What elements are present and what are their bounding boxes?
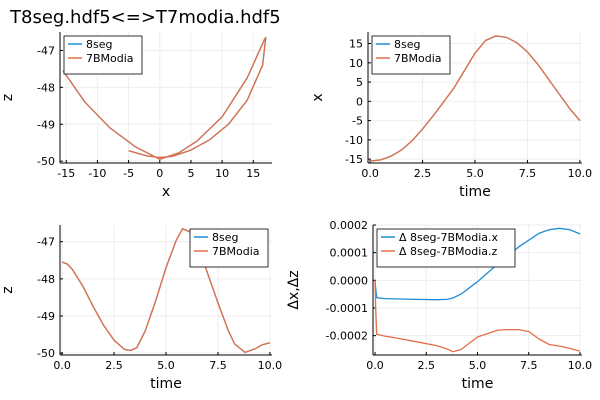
- x-axis-label: time: [150, 376, 182, 392]
- legend-box: [371, 35, 451, 75]
- x-tick-label: 5.0: [469, 359, 487, 372]
- legend-label: Δ 8seg-7BModia.z: [399, 245, 498, 258]
- y-axis-label: Δx,Δz: [286, 270, 302, 309]
- subplot-2: 0.0 2.5 5.0 7.5 10.0 -15 -10 -5 0 5 10 15 time x 8seg7…: [310, 32, 592, 200]
- x-tick-label: 15: [246, 167, 260, 180]
- y-tick-label: -48: [37, 81, 55, 94]
- x-tick-label: 2.5: [418, 359, 436, 372]
- x-tick-label: -10: [88, 167, 106, 180]
- y-tick-label: -5: [352, 115, 363, 128]
- series-line-2: [374, 280, 581, 353]
- x-tick-label: 2.5: [105, 359, 123, 372]
- x-tick-label: 10.0: [258, 359, 283, 372]
- x-tick-label: 7.5: [520, 359, 538, 372]
- x-tick-label: 7.5: [519, 167, 537, 180]
- y-tick-label: -50: [37, 155, 55, 168]
- y-tick-label: 10: [349, 57, 363, 70]
- legend-label: 7BModia: [86, 52, 134, 65]
- y-tick-label: -10: [345, 134, 363, 147]
- y-tick-label: -0.0002: [326, 330, 368, 343]
- x-tick-label: 10: [215, 167, 229, 180]
- x-tick-label: 5: [187, 167, 194, 180]
- legend-box: [63, 35, 143, 75]
- legend-box: [189, 228, 269, 268]
- y-tick-label: -47: [37, 236, 55, 249]
- series-line-2: [370, 35, 581, 162]
- series-line-2: [61, 228, 271, 354]
- x-axis-label: x: [162, 184, 170, 200]
- x-tick-label: 2.5: [414, 167, 432, 180]
- y-tick-label: 0: [356, 95, 363, 108]
- figure-title: T8seg.hdf5<=>T7modia.hdf5: [9, 7, 281, 28]
- x-tick-label: 10.0: [568, 167, 593, 180]
- y-axis-label: z: [0, 286, 16, 293]
- y-tick-label: 0.0000: [330, 274, 369, 287]
- y-tick-label: -50: [37, 347, 55, 360]
- y-tick-label: -49: [37, 118, 55, 131]
- y-tick-label: 15: [349, 38, 363, 51]
- y-tick-label: -47: [37, 44, 55, 57]
- series-line-1: [374, 227, 581, 301]
- y-tick-label: 0.0002: [330, 219, 369, 232]
- subplot-4: 0.0 2.5 5.0 7.5 10.0 -0.0002 -0.0001 0.0000 0.00…: [286, 219, 592, 392]
- legend-label: 7BModia: [394, 52, 442, 65]
- legend-label: 8seg: [212, 231, 238, 244]
- x-tick-label: 10.0: [568, 359, 593, 372]
- legend-label: Δ 8seg-7BModia.x: [399, 231, 499, 244]
- subplot-3: 0.0 2.5 5.0 7.5 10.0 -50 -49 -48 -47 time z 8seg7BM…: [0, 225, 282, 392]
- x-tick-label: 0.0: [361, 167, 379, 180]
- x-tick-label: 7.5: [209, 359, 227, 372]
- series-line-2: [62, 36, 267, 160]
- y-tick-label: -49: [37, 310, 55, 323]
- x-tick-label: 0: [156, 167, 163, 180]
- x-axis-label: time: [462, 376, 494, 392]
- y-tick-label: 0.0001: [330, 247, 369, 260]
- y-axis-label: z: [0, 94, 16, 101]
- legend-label: 7BModia: [212, 245, 260, 258]
- x-tick-label: 5.0: [466, 167, 484, 180]
- x-tick-label: 0.0: [366, 359, 384, 372]
- x-tick-label: 5.0: [157, 359, 175, 372]
- y-tick-label: -48: [37, 273, 55, 286]
- x-tick-label: -15: [57, 167, 75, 180]
- legend-label: 8seg: [394, 38, 420, 51]
- legend-box: [376, 228, 516, 268]
- legend-label: 8seg: [86, 38, 112, 51]
- y-tick-label: -0.0001: [326, 302, 368, 315]
- x-tick-label: 0.0: [53, 359, 71, 372]
- x-axis-label: time: [459, 184, 491, 200]
- y-tick-label: -15: [345, 153, 363, 166]
- x-tick-label: -5: [123, 167, 134, 180]
- y-tick-label: 5: [356, 76, 363, 89]
- y-axis-label: x: [310, 93, 326, 101]
